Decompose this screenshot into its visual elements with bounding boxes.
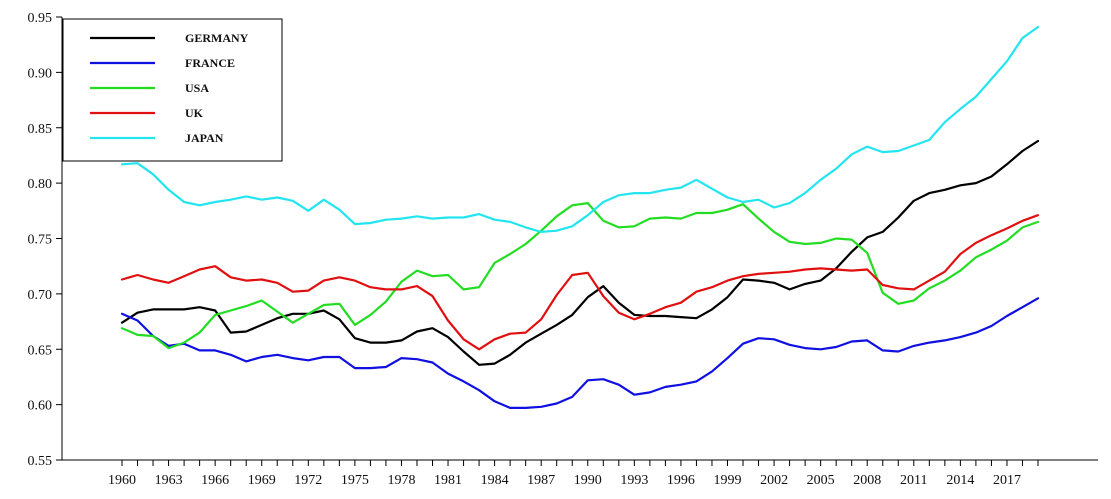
legend-label-germany: GERMANY [185, 31, 249, 45]
x-tick-label: 1999 [713, 473, 741, 488]
series-line-japan [120, 25, 1040, 233]
x-tick-label: 2014 [946, 473, 974, 488]
y-tick-label: 0.80 [28, 177, 53, 192]
y-tick-label: 0.90 [28, 66, 53, 81]
series-line-france [120, 297, 1040, 409]
series-line-germany [120, 139, 1040, 366]
x-tick-label: 1996 [667, 473, 695, 488]
y-tick-label: 0.65 [28, 343, 53, 358]
x-tick-label: 1972 [294, 473, 322, 488]
x-tick-label: 1978 [387, 473, 415, 488]
x-tick-label: 1990 [574, 473, 602, 488]
y-ticks: 0.55 0.60 0.65 0.70 0.75 0.80 0.85 0.90 0.95 [28, 11, 62, 469]
x-tick-label: 1987 [527, 473, 555, 488]
x-tick-label: 2008 [853, 473, 881, 488]
x-tick-label: 1993 [620, 473, 648, 488]
legend-label-uk: UK [185, 106, 204, 120]
x-tick-label: 2011 [900, 473, 927, 488]
legend-label-japan: JAPAN [185, 131, 224, 145]
x-tick-label: 2005 [807, 473, 835, 488]
y-tick-label: 0.70 [28, 288, 53, 303]
y-tick-label: 0.95 [28, 11, 53, 26]
legend-label-france: FRANCE [185, 56, 235, 70]
y-tick-label: 0.85 [28, 122, 53, 137]
legend-label-usa: USA [185, 81, 209, 95]
x-tick-label: 1969 [248, 473, 276, 488]
series-lines [120, 25, 1040, 409]
x-tick-label: 2017 [993, 473, 1021, 488]
series-line-uk [120, 214, 1040, 351]
legend-box [62, 18, 283, 162]
x-tick-label: 1963 [155, 473, 183, 488]
x-tick-label: 1960 [108, 473, 136, 488]
y-tick-label: 0.55 [28, 454, 53, 469]
x-tick-label: 1984 [481, 473, 509, 488]
y-tick-label: 0.60 [28, 399, 53, 414]
x-ticks: 1960 1963 1966 1969 1972 1975 1978 1981 1984 1987… [108, 460, 1039, 488]
x-tick-label: 1975 [341, 473, 369, 488]
y-tick-label: 0.75 [28, 233, 53, 248]
x-tick-label: 1966 [201, 473, 229, 488]
series-line-usa [120, 202, 1040, 350]
legend: GERMANY FRANCE USA UK JAPAN [62, 18, 283, 162]
x-tick-label: 1981 [434, 473, 462, 488]
x-tick-label: 2002 [760, 473, 788, 488]
